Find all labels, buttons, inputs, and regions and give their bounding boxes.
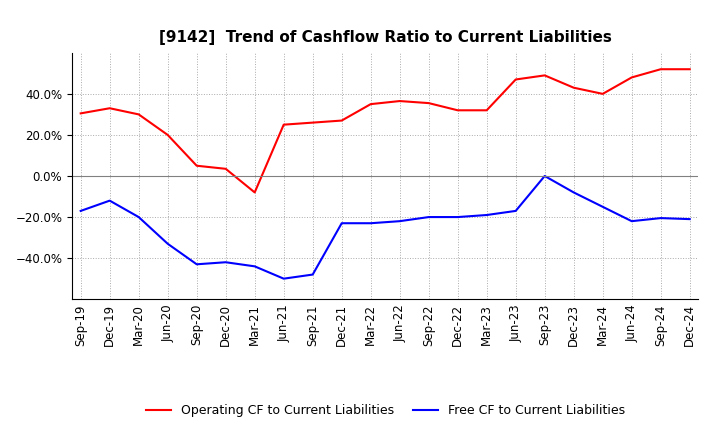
Free CF to Current Liabilities xyxy=(135,214,143,220)
Operating CF to Current Liabilities xyxy=(395,99,404,104)
Title: [9142]  Trend of Cashflow Ratio to Current Liabilities: [9142] Trend of Cashflow Ratio to Curren… xyxy=(159,29,611,45)
Operating CF to Current Liabilities xyxy=(511,77,520,82)
Free CF to Current Liabilities xyxy=(279,276,288,281)
Legend: Operating CF to Current Liabilities, Free CF to Current Liabilities: Operating CF to Current Liabilities, Fre… xyxy=(140,399,630,422)
Operating CF to Current Liabilities xyxy=(251,190,259,195)
Operating CF to Current Liabilities xyxy=(163,132,172,138)
Free CF to Current Liabilities xyxy=(251,264,259,269)
Operating CF to Current Liabilities xyxy=(627,75,636,80)
Operating CF to Current Liabilities xyxy=(541,73,549,78)
Free CF to Current Liabilities xyxy=(395,219,404,224)
Free CF to Current Liabilities xyxy=(221,260,230,265)
Operating CF to Current Liabilities xyxy=(570,85,578,90)
Free CF to Current Liabilities xyxy=(627,219,636,224)
Free CF to Current Liabilities xyxy=(598,204,607,209)
Free CF to Current Liabilities xyxy=(685,216,694,222)
Free CF to Current Liabilities xyxy=(454,214,462,220)
Free CF to Current Liabilities xyxy=(163,241,172,246)
Operating CF to Current Liabilities xyxy=(76,111,85,116)
Line: Operating CF to Current Liabilities: Operating CF to Current Liabilities xyxy=(81,69,690,192)
Free CF to Current Liabilities xyxy=(541,173,549,179)
Operating CF to Current Liabilities xyxy=(598,91,607,96)
Operating CF to Current Liabilities xyxy=(366,102,375,107)
Free CF to Current Liabilities xyxy=(192,262,201,267)
Line: Free CF to Current Liabilities: Free CF to Current Liabilities xyxy=(81,176,690,279)
Operating CF to Current Liabilities xyxy=(454,108,462,113)
Free CF to Current Liabilities xyxy=(424,214,433,220)
Free CF to Current Liabilities xyxy=(570,190,578,195)
Operating CF to Current Liabilities xyxy=(657,66,665,72)
Operating CF to Current Liabilities xyxy=(192,163,201,169)
Operating CF to Current Liabilities xyxy=(482,108,491,113)
Free CF to Current Liabilities xyxy=(482,213,491,218)
Free CF to Current Liabilities xyxy=(338,220,346,226)
Free CF to Current Liabilities xyxy=(105,198,114,203)
Free CF to Current Liabilities xyxy=(76,208,85,213)
Operating CF to Current Liabilities xyxy=(279,122,288,127)
Free CF to Current Liabilities xyxy=(308,272,317,277)
Operating CF to Current Liabilities xyxy=(424,100,433,106)
Operating CF to Current Liabilities xyxy=(221,166,230,172)
Operating CF to Current Liabilities xyxy=(685,66,694,72)
Operating CF to Current Liabilities xyxy=(135,112,143,117)
Free CF to Current Liabilities xyxy=(366,220,375,226)
Operating CF to Current Liabilities xyxy=(105,106,114,111)
Operating CF to Current Liabilities xyxy=(338,118,346,123)
Free CF to Current Liabilities xyxy=(511,208,520,213)
Operating CF to Current Liabilities xyxy=(308,120,317,125)
Free CF to Current Liabilities xyxy=(657,216,665,221)
